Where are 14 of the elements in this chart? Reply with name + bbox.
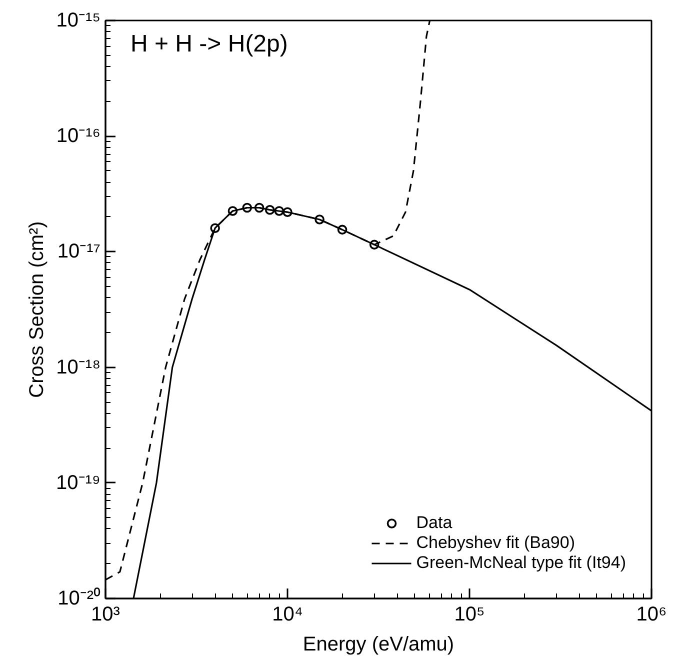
- y-axis-title: Cross Section (cm²): [26, 221, 48, 398]
- y-tick-label: 10⁻¹⁷: [57, 240, 101, 263]
- legend-label: Green-McNeal type fit (It94): [416, 553, 626, 573]
- x-tick-label: 10⁵: [454, 604, 485, 626]
- y-tick-label: 10⁻¹⁸: [56, 356, 100, 378]
- y-tick-label: 10⁻¹⁶: [56, 125, 100, 148]
- annotation: H + H -> H(2p): [130, 30, 288, 58]
- x-tick-label: 10⁶: [636, 604, 667, 626]
- x-tick-label: 10⁴: [272, 604, 303, 626]
- legend-label: Data: [416, 513, 452, 533]
- x-axis-title: Energy (eV/amu): [302, 634, 454, 656]
- y-tick-label: 10⁻¹⁹: [56, 472, 101, 494]
- legend-label: Chebyshev fit (Ba90): [416, 533, 575, 553]
- y-tick-label: 10⁻¹⁵: [56, 10, 101, 32]
